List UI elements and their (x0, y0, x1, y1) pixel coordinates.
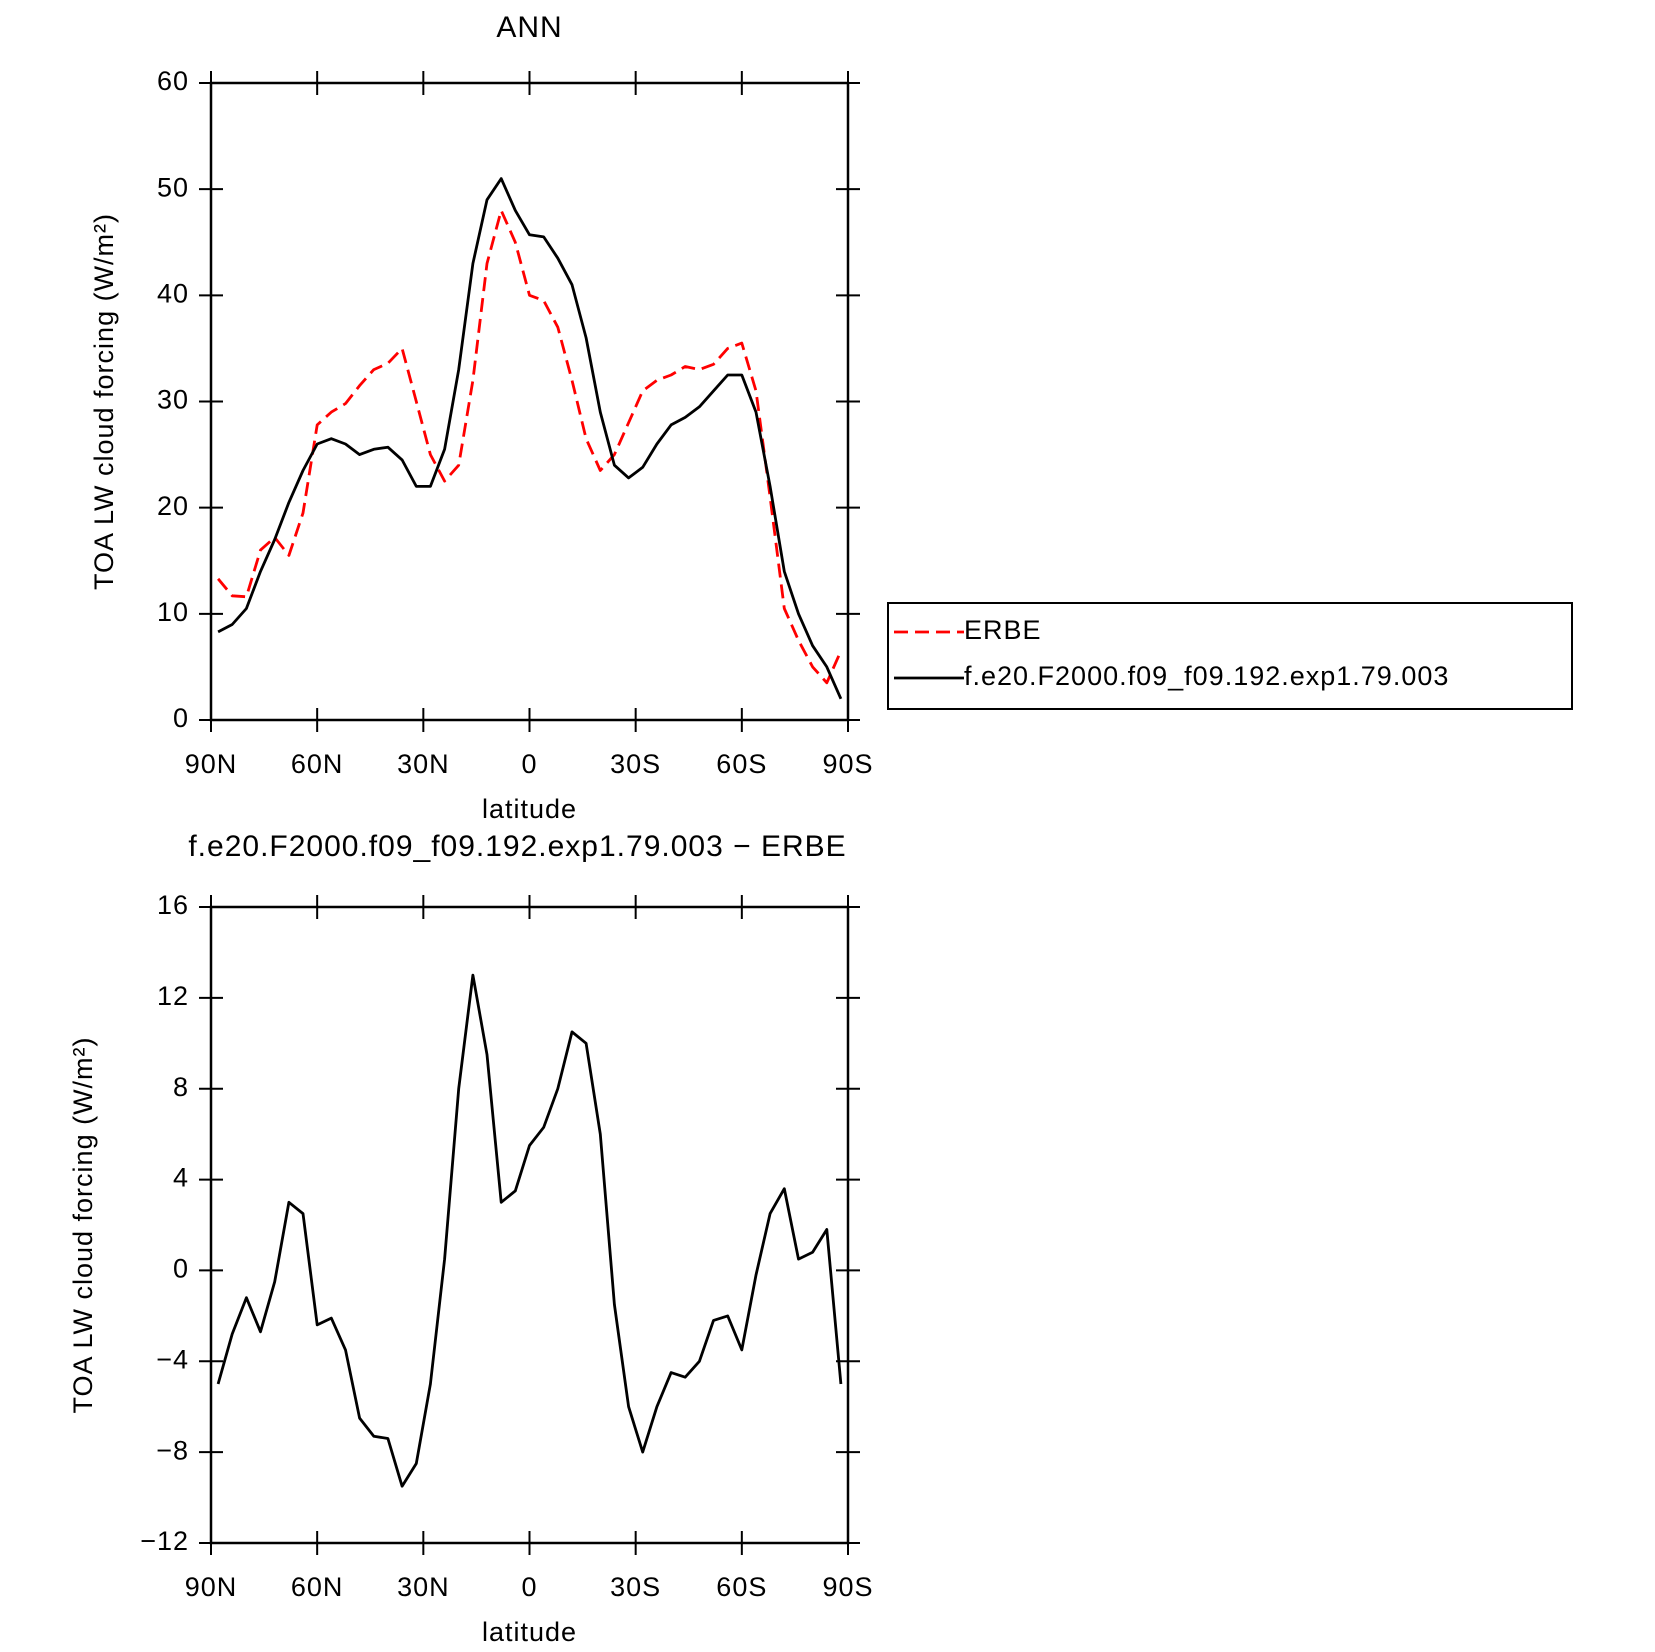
data-line (217, 209, 843, 685)
y-tick-label: −12 (140, 1526, 189, 1556)
legend: ERBE f.e20.F2000.f09_f09.192.exp1.79.003 (887, 602, 1573, 710)
x-tick-label: 30S (610, 749, 661, 779)
x-tick-label: 0 (521, 1572, 537, 1602)
legend-label: ERBE (964, 615, 1042, 645)
y-axis-label: TOA LW cloud forcing (W/m²) (89, 213, 119, 590)
x-tick-label: 60N (291, 749, 344, 779)
y-tick-label: 60 (157, 66, 189, 96)
y-tick-label: −8 (156, 1435, 189, 1465)
x-tick-label: 0 (521, 749, 537, 779)
x-tick-label: 60N (291, 1572, 344, 1602)
x-tick-label: 90S (822, 749, 873, 779)
x-tick-label: 90N (185, 1572, 238, 1602)
y-tick-label: −4 (156, 1344, 189, 1374)
x-axis-label: latitude (482, 1617, 577, 1647)
data-line (216, 973, 843, 1488)
data-line (217, 177, 843, 700)
x-axis-label: latitude (482, 794, 577, 824)
y-tick-label: 40 (157, 278, 189, 308)
x-tick-label: 90S (822, 1572, 873, 1602)
y-tick-label: 8 (173, 1072, 189, 1102)
legend-label: f.e20.F2000.f09_f09.192.exp1.79.003 (964, 661, 1449, 691)
x-tick-label: 30N (397, 1572, 450, 1602)
x-tick-label: 30N (397, 749, 450, 779)
y-tick-label: 10 (157, 597, 189, 627)
y-tick-label: 16 (157, 890, 189, 920)
y-tick-label: 20 (157, 491, 189, 521)
x-tick-label: 90N (185, 749, 238, 779)
x-tick-label: 60S (716, 749, 767, 779)
y-axis-label: TOA LW cloud forcing (W/m²) (68, 1036, 98, 1413)
y-tick-label: 4 (173, 1163, 189, 1193)
y-tick-label: 30 (157, 385, 189, 415)
y-tick-label: 0 (173, 1254, 189, 1284)
chart-title: ANN (496, 11, 562, 44)
chart-title: f.e20.F2000.f09_f09.192.exp1.79.003 − ER… (188, 830, 846, 863)
y-tick-label: 0 (173, 703, 189, 733)
plot-frame (209, 905, 850, 1545)
x-tick-label: 30S (610, 1572, 661, 1602)
legend-box (887, 602, 1573, 710)
y-tick-label: 50 (157, 172, 189, 202)
y-tick-label: 12 (157, 981, 189, 1011)
x-tick-label: 60S (716, 1572, 767, 1602)
